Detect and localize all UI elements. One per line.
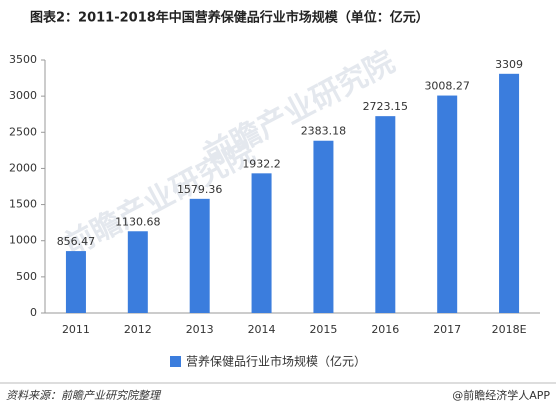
legend-label: 营养保健品行业市场规模（亿元） xyxy=(186,354,366,369)
value-label: 1932.2 xyxy=(242,157,281,170)
x-tick-label: 2013 xyxy=(186,323,214,336)
bar xyxy=(499,73,520,313)
bar xyxy=(313,140,334,313)
source: 资料来源：前瞻产业研究院整理 xyxy=(6,389,162,402)
x-tick-label: 2012 xyxy=(124,323,152,336)
value-label: 2723.15 xyxy=(363,100,409,113)
value-label: 3008.27 xyxy=(424,80,470,93)
value-label: 1579.36 xyxy=(177,183,223,196)
y-tick-label: 2500 xyxy=(9,125,37,138)
bar xyxy=(437,95,458,314)
value-label: 3309 xyxy=(495,58,523,71)
y-tick-label: 1000 xyxy=(9,234,37,247)
value-label: 2383.18 xyxy=(301,125,347,138)
bar xyxy=(127,231,148,313)
value-label: 1130.68 xyxy=(115,215,161,228)
x-tick-label: 2017 xyxy=(433,323,461,336)
x-tick-label: 2018E xyxy=(492,323,527,336)
x-tick-label: 2015 xyxy=(309,323,337,336)
chart-title: 图表2：2011-2018年中国营养保健品行业市场规模（单位：亿元） xyxy=(30,10,429,26)
bar xyxy=(189,198,210,313)
value-label: 856.47 xyxy=(57,235,96,248)
y-tick-label: 3500 xyxy=(9,53,37,66)
bar xyxy=(375,116,396,314)
credit: @前瞻经济学人APP xyxy=(452,388,550,402)
y-tick-label: 0 xyxy=(30,306,37,319)
bar xyxy=(65,251,86,313)
y-tick-label: 1500 xyxy=(9,198,37,211)
legend-swatch xyxy=(170,356,181,367)
x-tick-label: 2016 xyxy=(371,323,399,336)
y-tick-label: 500 xyxy=(16,270,37,283)
y-tick-label: 3000 xyxy=(9,89,37,102)
x-tick-label: 2014 xyxy=(248,323,276,336)
bar xyxy=(251,173,272,313)
y-tick-label: 2000 xyxy=(9,161,37,174)
x-tick-label: 2011 xyxy=(62,323,90,336)
